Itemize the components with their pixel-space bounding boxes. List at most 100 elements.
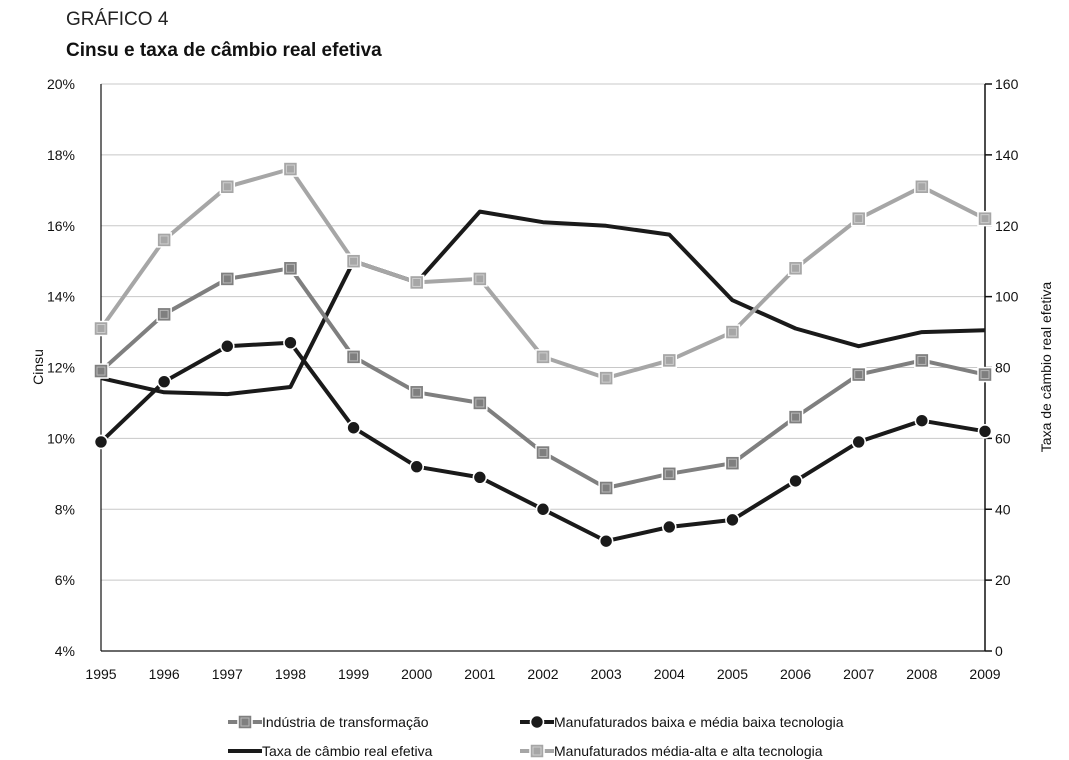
data-point-inner (475, 398, 485, 408)
data-point-inner (854, 214, 864, 224)
y-tick-label: 20% (47, 76, 75, 92)
y2-tick-label: 160 (995, 76, 1019, 92)
data-point-inner (664, 469, 674, 479)
data-point (977, 210, 993, 227)
data-point (93, 434, 109, 450)
data-point-inner (917, 355, 927, 365)
y-tick-label: 18% (47, 147, 75, 163)
chart-title: Cinsu e taxa de câmbio real efetiva (66, 40, 382, 61)
y2-tick-label: 80 (995, 360, 1011, 376)
data-point-inner (222, 182, 232, 192)
data-point-inner (917, 182, 927, 192)
data-point (787, 260, 804, 277)
data-point-inner (727, 458, 737, 468)
y2-tick-label: 0 (995, 643, 1003, 659)
x-tick-label: 2003 (591, 666, 622, 682)
y-tick-label: 6% (55, 572, 75, 588)
data-point (977, 366, 993, 383)
tick-labels: 4% 6% 8% 10% 12% 14% 16% 18% 20% 0 20 40 60 80 100 120 1… (47, 76, 1019, 682)
data-point-inner (601, 483, 611, 493)
data-point-inner (285, 263, 295, 273)
data-point (598, 480, 614, 496)
x-tick-label: 1999 (338, 666, 369, 682)
data-point (661, 466, 678, 482)
legend-item: Indústria de transformação (228, 714, 429, 730)
data-point (598, 370, 614, 386)
x-tick-label: 2007 (843, 666, 874, 682)
grid (101, 83, 985, 652)
data-point-inner (980, 370, 990, 380)
data-point-inner (727, 327, 737, 337)
legend-item: Taxa de câmbio real efetiva (228, 743, 433, 759)
data-point (93, 320, 109, 337)
data-point (529, 743, 545, 759)
data-point-inner (96, 366, 106, 376)
data-point-inner (538, 448, 548, 458)
data-point (282, 260, 299, 277)
legend-item: Manufaturados baixa e média baixa tecnol… (520, 714, 844, 730)
y2-tick-label: 140 (995, 147, 1019, 163)
y-tick-label: 14% (47, 289, 75, 305)
data-point-inner (532, 746, 542, 756)
series-1 (93, 335, 993, 549)
y2-axis-title: Taxa de câmbio real efetiva (1038, 282, 1054, 453)
data-point (472, 271, 488, 287)
data-point (219, 179, 236, 195)
data-point (914, 179, 930, 195)
legend: Indústria de transformação Manufaturados … (228, 714, 844, 759)
data-point (724, 324, 741, 340)
y-tick-label: 8% (55, 501, 75, 517)
data-point-inner (791, 412, 801, 422)
y-tick-label: 12% (47, 360, 75, 376)
data-point (787, 409, 804, 425)
data-point (850, 366, 867, 383)
data-point-inner (412, 387, 422, 397)
legend-label: Indústria de transformação (262, 714, 429, 730)
x-tick-label: 2002 (527, 666, 558, 682)
data-point (472, 470, 488, 485)
data-point (346, 420, 361, 436)
y2-tick-label: 20 (995, 572, 1011, 588)
series-layer (93, 161, 993, 549)
data-point (409, 459, 425, 475)
x-tick-label: 2006 (780, 666, 811, 682)
data-point (850, 210, 867, 227)
y2-tick-label: 100 (995, 289, 1019, 305)
data-point (977, 423, 993, 439)
y2-tick-label: 40 (995, 501, 1011, 517)
data-point (283, 335, 298, 350)
y-axis-title: Cinsu (30, 349, 46, 385)
data-point (156, 374, 172, 389)
data-point (725, 512, 740, 528)
data-point-inner (475, 274, 485, 284)
y2-tick-label: 120 (995, 218, 1019, 234)
data-point (914, 413, 930, 428)
data-point-inner (791, 263, 801, 273)
x-tick-label: 1997 (212, 666, 243, 682)
data-point (219, 338, 235, 354)
x-tick-label: 1995 (85, 666, 116, 682)
data-point-inner (159, 309, 169, 319)
chart-kicker: GRÁFICO 4 (66, 9, 169, 30)
x-tick-label: 2009 (969, 666, 1000, 682)
legend-item: Manufaturados média-alta e alta tecnolog… (520, 743, 823, 759)
series-0 (93, 260, 993, 496)
data-point (914, 352, 930, 369)
data-point-inner (412, 277, 422, 287)
data-point-inner (664, 355, 674, 365)
data-point-inner (601, 373, 611, 383)
x-tick-label: 1998 (275, 666, 306, 682)
data-point-inner (240, 717, 250, 727)
data-point-inner (159, 235, 169, 245)
data-point-inner (285, 164, 295, 174)
data-point (535, 501, 551, 517)
data-point (472, 395, 488, 411)
series-line (100, 209, 986, 397)
data-point (156, 306, 172, 323)
y-tick-label: 4% (55, 643, 75, 659)
x-tick-label: 2005 (717, 666, 748, 682)
data-point (598, 533, 614, 549)
x-tick-label: 1996 (149, 666, 180, 682)
data-point (535, 349, 551, 365)
